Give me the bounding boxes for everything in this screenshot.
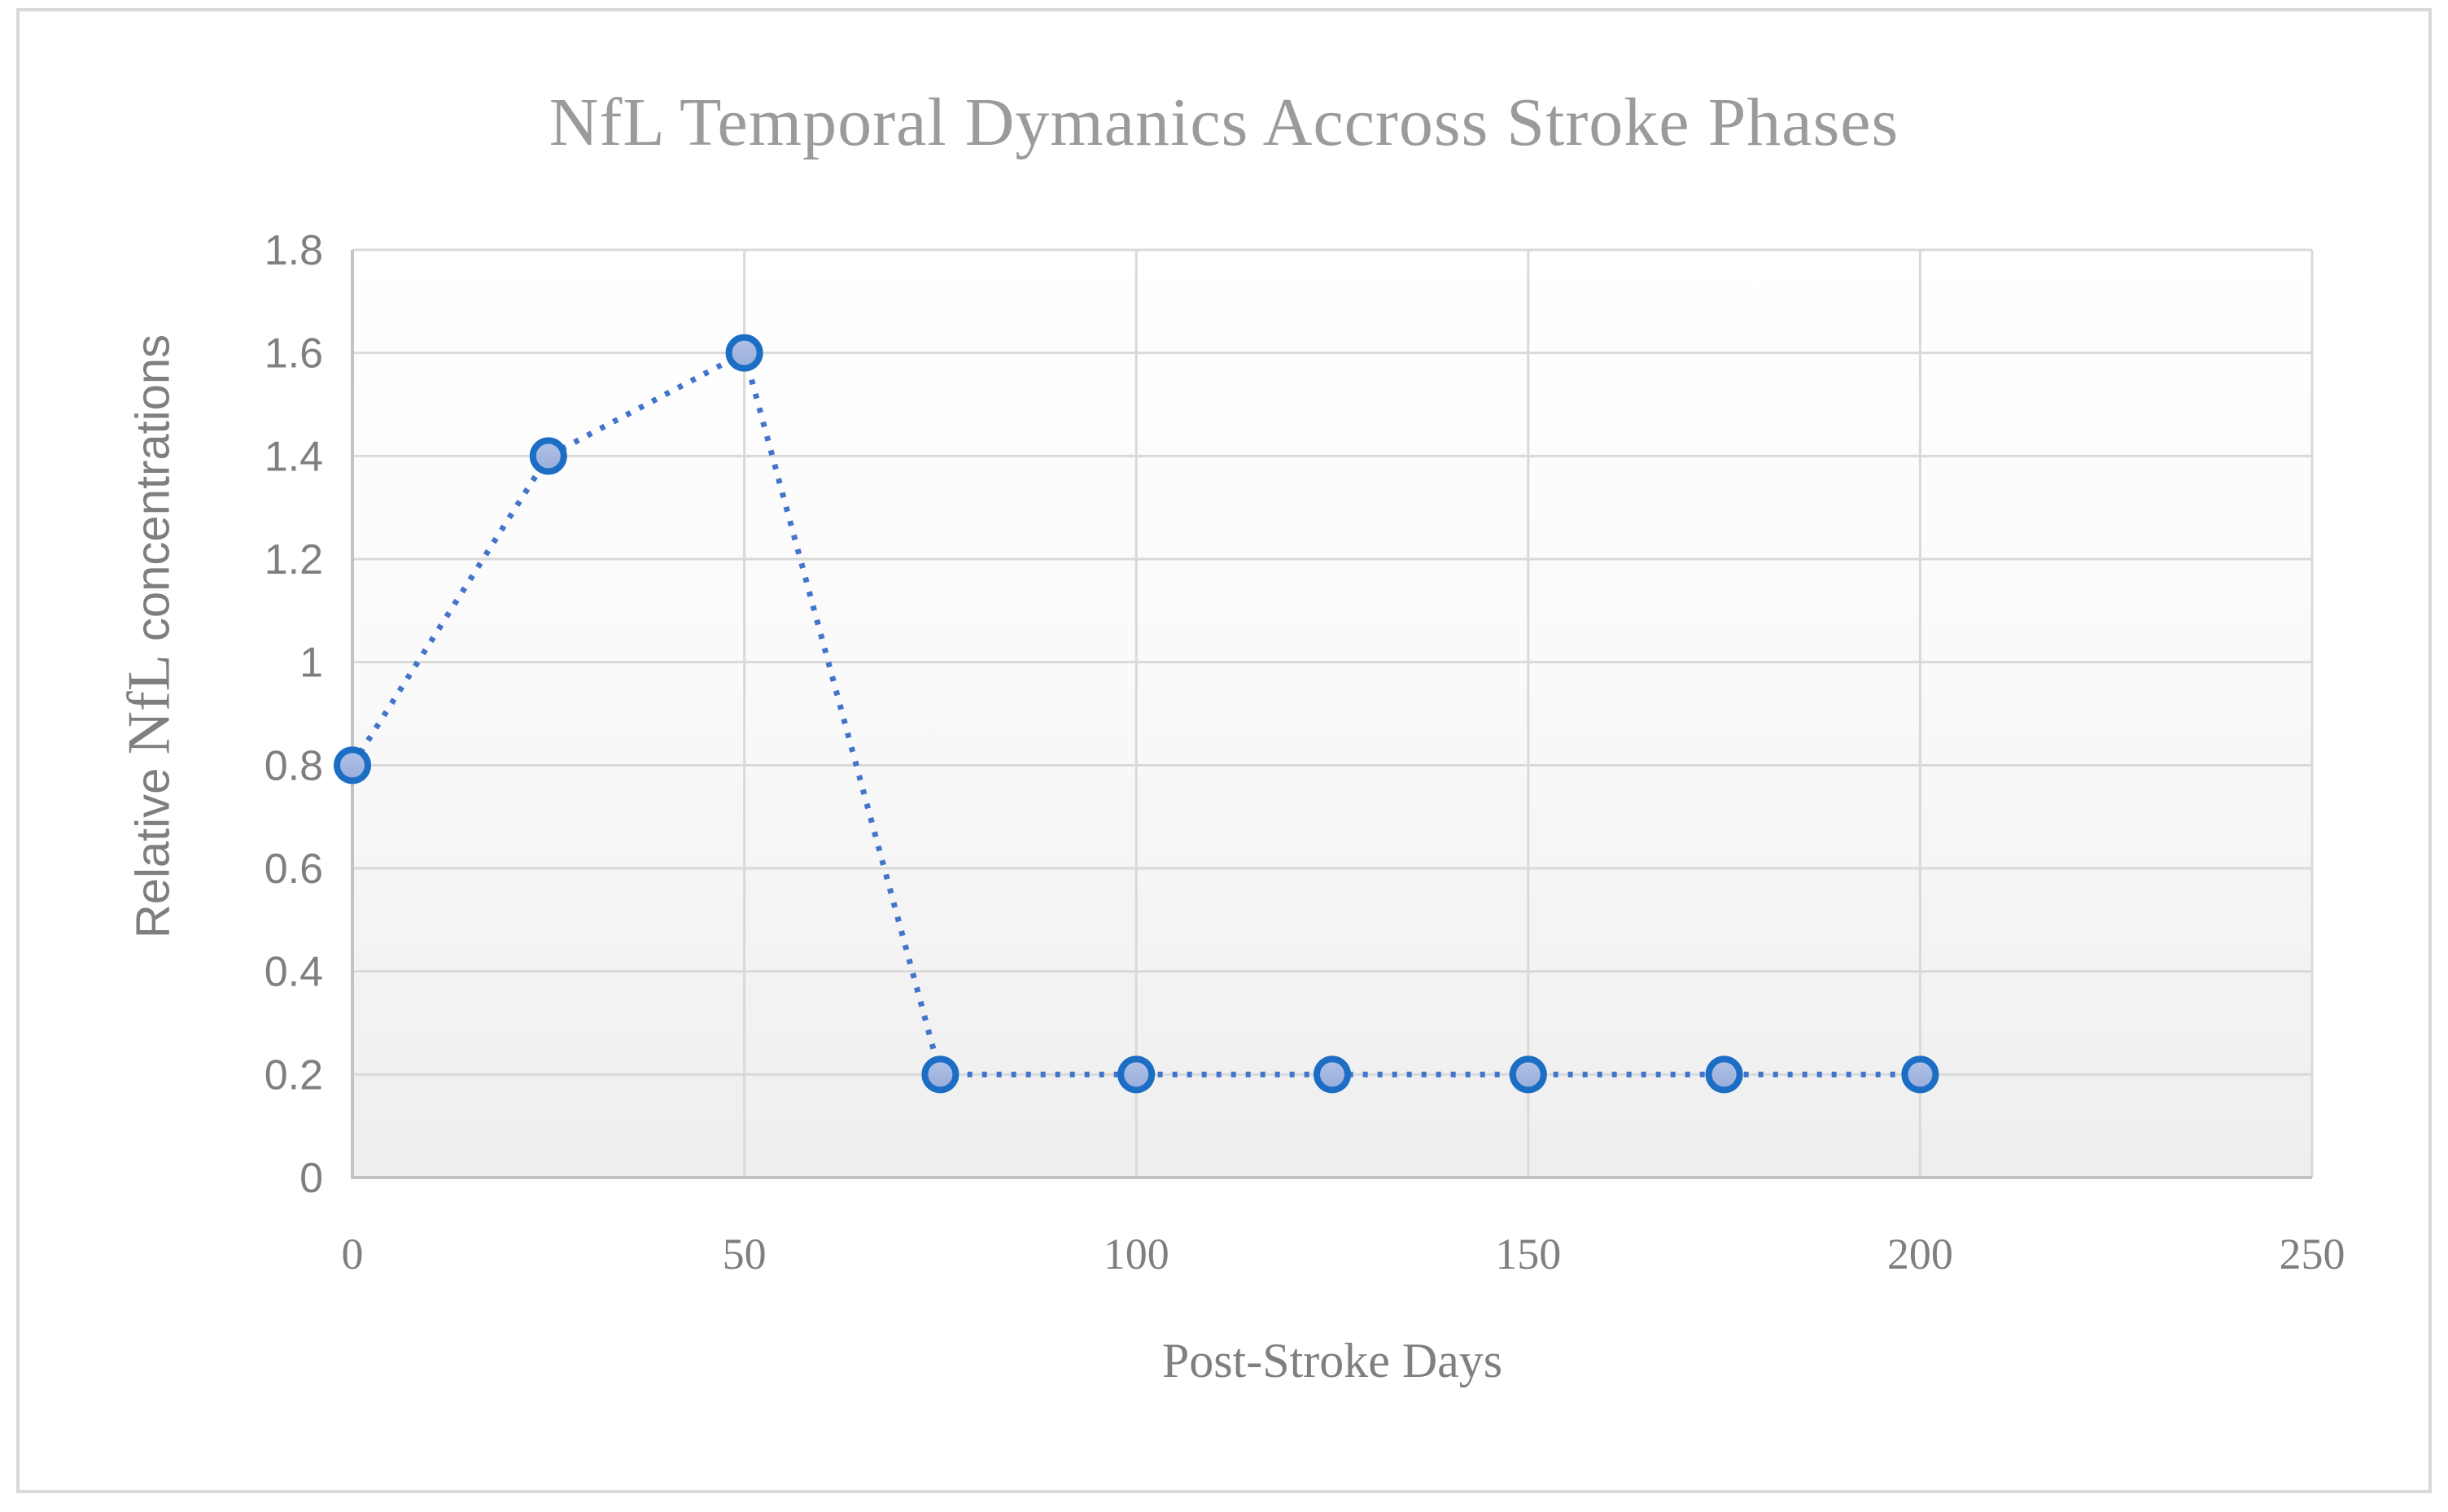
x-tick-label: 100 [1104,1230,1169,1278]
data-point-marker [1509,1055,1547,1094]
data-point-marker [921,1055,960,1094]
y-tick-label: 0.2 [264,1051,323,1099]
data-point-marker [1117,1055,1156,1094]
y-tick-label: 0.4 [264,949,323,996]
data-point-marker [1314,1055,1351,1094]
data-point-marker [1705,1055,1743,1094]
y-tick-label: 1.8 [264,227,323,274]
plot-area [352,250,2312,1178]
x-tick-label: 250 [2280,1230,2345,1278]
data-line [350,348,1921,1077]
y-tick-label: 1.2 [264,536,323,583]
y-tick-label: 1 [299,640,323,687]
x-axis-title: Post-Stroke Days [1161,1334,1503,1387]
y-tick-label: 0 [299,1155,323,1202]
x-tick-label: 200 [1887,1230,1953,1278]
y-tick-label: 1.6 [264,330,323,378]
data-point-marker [725,334,763,372]
data-point-marker [1901,1055,1939,1094]
y-tick-label: 0.8 [264,742,323,789]
y-tick-label: 1.4 [264,433,323,480]
x-tick-label: 0 [342,1230,364,1278]
chart-figure: NfL Temporal Dymanics Accross Stroke Pha… [16,8,2432,1493]
chart-title: NfL Temporal Dymanics Accross Stroke Pha… [549,85,1899,160]
x-tick-label: 150 [1495,1230,1561,1278]
data-point-marker [529,437,567,475]
x-tick-label: 50 [723,1230,767,1278]
y-tick-label: 0.6 [264,846,323,893]
data-point-marker [334,746,371,784]
plot-canvas: 0 0.2 0.4 0.6 0.8 1 1.2 1.4 1.6 1.8 0 50 100 150 200 25… [264,227,2345,1278]
